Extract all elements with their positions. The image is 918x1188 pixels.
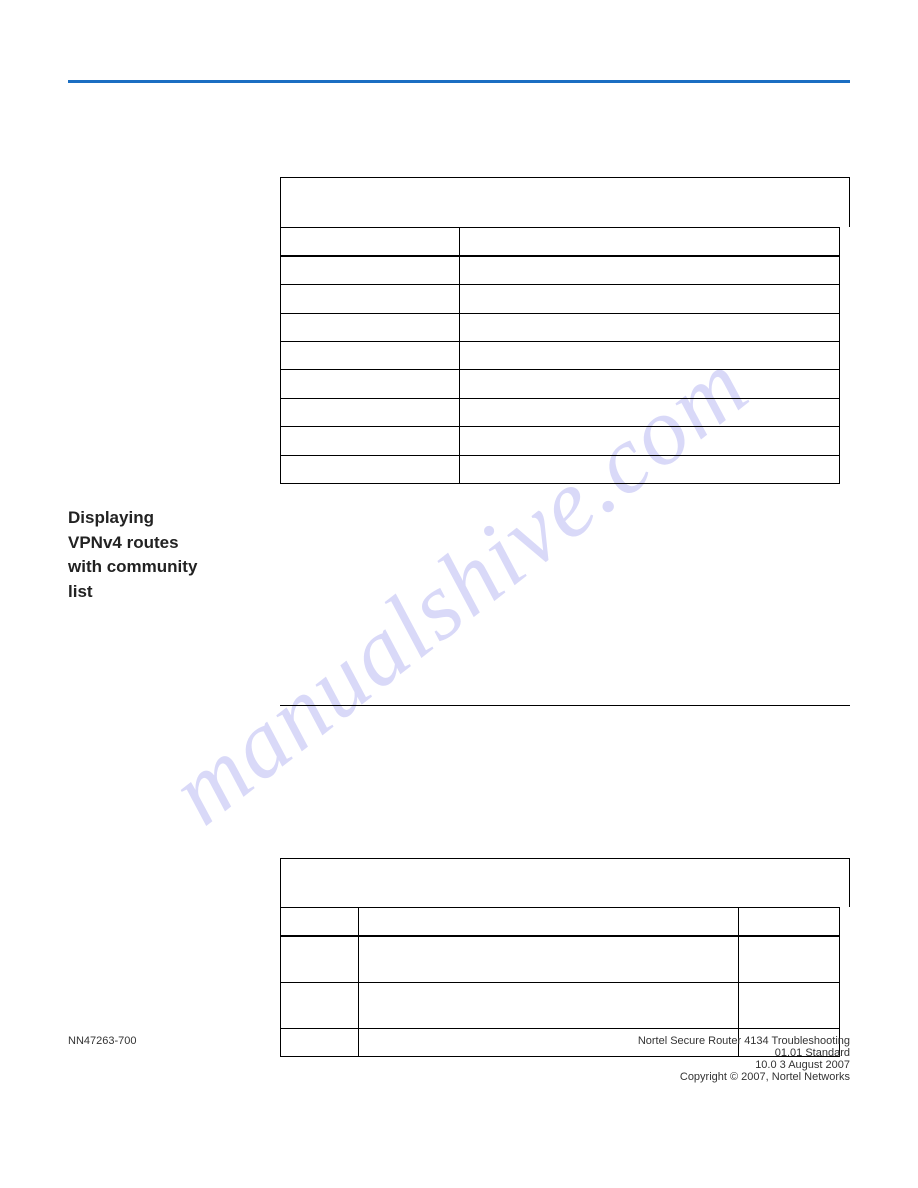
table-2-subtitle: Show bgp vpnv4 community-list command [289,885,543,899]
t2-col-2: Range [739,907,840,936]
step-1: show bgp vpnv4 community-list [280,746,850,763]
section-row: Displaying VPNv4 routes with community l… [68,504,850,858]
step-2: —End— [280,777,850,795]
t1-r1c1: A valid route distinguisher value. [459,285,839,313]
page-footer: NN47263-700 Nortel Secure Router 4134 Tr… [68,1035,850,1083]
table-1-wrap: Table 59 Show bgp vpnv4 community <commu… [280,177,850,484]
t1-r6c1: None – displays routes matching communit… [459,427,839,455]
t1-r5c1: None – displays routes matching communit… [459,398,839,426]
t2-r0c0: <vrf> [281,936,359,982]
t2-col-0: Parameter [281,907,359,936]
section-lead-0: Display VPNv4 routes with community list… [280,504,850,522]
t2-r0c1: The VRF name. [359,936,739,982]
intro-paragraph: The following table summarizes valid par… [280,129,850,165]
t1-r3c0: internet [281,342,460,370]
t1-r6c0: local-AS [281,427,460,455]
section-lead-1: Use the following CLI syntax for this pr… [280,534,850,552]
t2-col-1: Description [359,907,739,936]
t1-r3c1: None – displays routes matching communit… [459,342,839,370]
t1-col-0: Parameter [281,227,460,256]
table-1-caption: Table 59 Show bgp vpnv4 community <commu… [280,177,850,226]
table-1-title: Table 59 [289,186,338,200]
header-rule [68,80,850,83]
t1-r0c1: A valid VRF name. [459,256,839,285]
t2-r0c2: A valid VRF name. [739,936,840,982]
section-body: Display VPNv4 routes with community list… [280,504,850,858]
cli-5: show bgp vpnv4 rd <rd> community-list <c… [298,651,850,668]
t2-r1c0: <rd> [281,983,359,1029]
table-1: Parameter Range <vrf>A valid VRF name. <… [280,227,840,485]
page-header: Nortel Secure Router 4134 Troubleshootin… [68,60,850,74]
table-2-caption: Table 60 Show bgp vpnv4 community-list c… [280,858,850,907]
t1-r1c0: <rd> [281,285,460,313]
step-0: 1 Display VPNv4 routes with community li… [280,714,850,732]
t2-r1c2: A valid rd value. [739,983,840,1029]
footer-left: NN47263-700 [68,1035,137,1083]
t1-r2c1: Community number in aa:nn format. [459,313,839,341]
table-1-subtitle: Show bgp vpnv4 community <community stri… [289,204,679,218]
t1-r2c0: <aa:nn> [281,313,460,341]
step-rule [280,705,850,706]
cli-block: show bgp vpnv4 all community-list <comnu… [280,564,850,668]
step-header: Step Action [280,683,850,701]
cli-2: show bgp vpnv4 rd <rd> community-list <c… [298,599,850,616]
cli-0: show bgp vpnv4 all community-list <comnu… [298,564,850,581]
t1-r4c0: no-advertise [281,370,460,398]
t1-r5c0: no-export [281,398,460,426]
t1-r0c0: <vrf> [281,256,460,285]
cli-4: show bgp vpnv4 vrf <vrf> community-list … [298,634,850,651]
footer-right: Nortel Secure Router 4134 Troubleshootin… [638,1035,850,1083]
t1-col-1: Range [459,227,839,256]
cli-3: show bgp vpnv4 all community-list <comnu… [298,616,850,633]
section-side-title: Displaying VPNv4 routes with community l… [68,504,280,858]
cli-1: show bgp vpnv4 vrf <vrf> community-list … [298,582,850,599]
table-2-title: Table 60 [289,867,338,881]
header-right: Troubleshooting [764,60,850,74]
header-left: Nortel Secure Router 4134 [68,60,211,74]
t1-r4c1: None – displays routes matching communit… [459,370,839,398]
post-para: The following table summarizes valid par… [280,809,850,845]
table-2-wrap: Table 60 Show bgp vpnv4 community-list c… [280,858,850,1058]
t1-r7c1: Any one of <aa:nn>, internet, no-adverti… [459,455,839,483]
t2-r1c1: The route distinguisher. [359,983,739,1029]
t1-r7c0: <community string> [281,455,460,483]
page-container: Nortel Secure Router 4134 Troubleshootin… [0,0,918,1117]
